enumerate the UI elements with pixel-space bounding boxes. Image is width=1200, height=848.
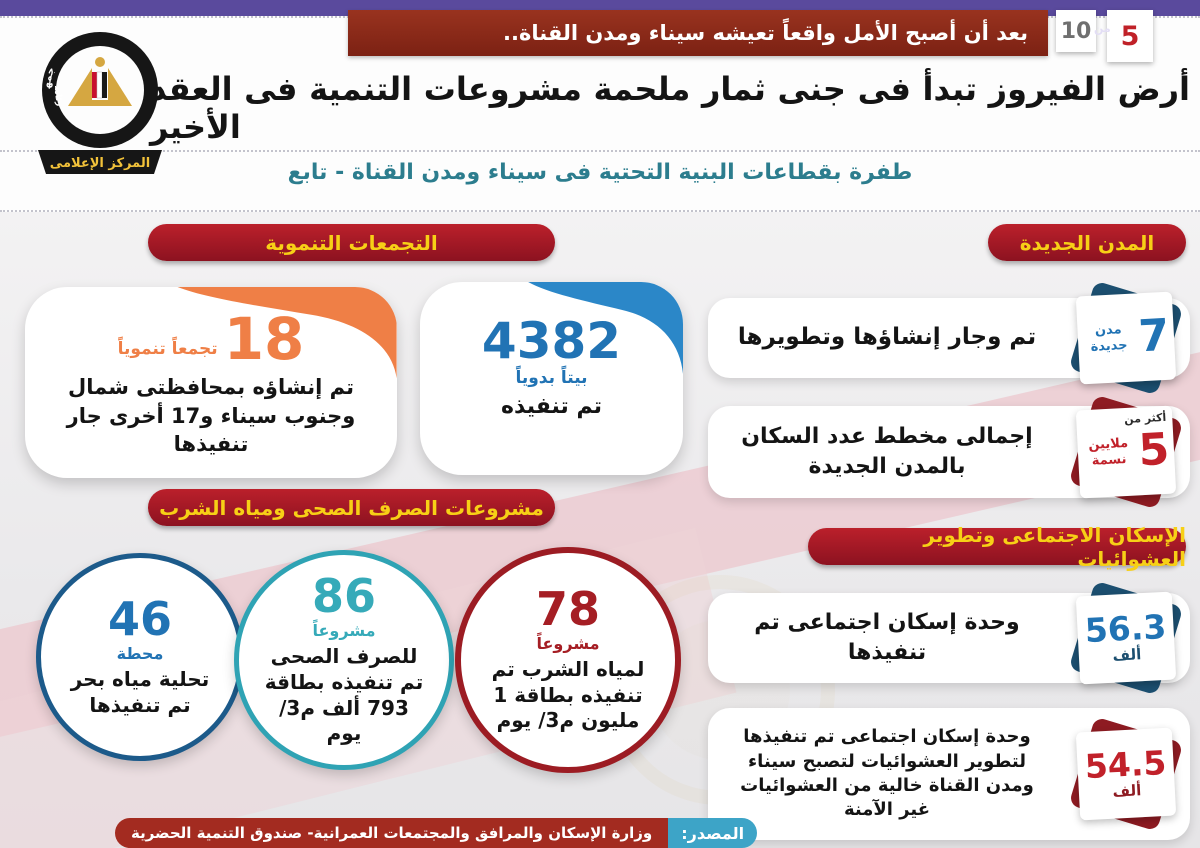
page-subtitle: طفرة بقطاعات البنية التحتية فى سيناء ومد… (287, 160, 913, 185)
stat-card-bedouin-houses: 4382 بيتاً بدوياً تم تنفيذه (420, 282, 683, 475)
source-text: وزارة الإسكان والمرافق والمجتمعات العمرا… (115, 818, 669, 848)
eagle-icon (68, 57, 132, 106)
dotted-divider (0, 150, 1200, 152)
stat-value: 4382 (481, 312, 622, 370)
stat-unit: بيتاً بدوياً (515, 368, 588, 388)
dotted-divider (0, 210, 1200, 212)
page-indicator-separator: من (1094, 22, 1111, 35)
emblem-ribbon (38, 150, 162, 174)
stat-desc: تحلية مياه بحر تم تنفيذها (70, 666, 210, 717)
badge-unit: ألف (1112, 645, 1142, 665)
swoosh-shape (177, 287, 397, 379)
stat-badge: أكثر من 5 ملايين نسمة (1052, 394, 1190, 510)
stat-desc: للصرف الصحى تم تنفيذه بطاقة 793 ألف م3/ … (264, 644, 424, 746)
stat-row-slum-upgrade-units: 54.5 ألف وحدة إسكان اجتماعى تم تنفيذها ل… (708, 708, 1190, 840)
badge-unit: ألف (1112, 781, 1142, 801)
stat-badge: 56.3 ألف (1052, 580, 1190, 696)
stat-text: وحدة إسكان اجتماعى تم تنفيذها لتطوير الع… (740, 726, 1034, 821)
stat-desc: تم تنفيذه (501, 394, 602, 419)
section-header-social-housing: الإسكان الاجتماعى وتطوير العشوائيات (808, 523, 1186, 571)
stat-value: 86 (312, 569, 377, 624)
stat-card-dev-communities: 18 تجمعاً تنموياً تم إنشاؤه بمحافظتى شما… (25, 287, 397, 478)
stat-badge: 7 مدن جديدة (1052, 280, 1190, 396)
stat-badge: 54.5 ألف (1052, 708, 1190, 840)
stat-unit: مشروعاً (536, 634, 600, 654)
headline-banner-text: بعد أن أصبح الأمل واقعاً تعيشه سيناء ومد… (503, 21, 1028, 45)
stat-value: 78 (536, 582, 601, 637)
source-bar: المصدر: وزارة الإسكان والمرافق والمجتمعا… (115, 818, 758, 848)
badge-value: 7 (1137, 309, 1171, 363)
badge-unit: مدن جديدة (1090, 322, 1128, 355)
section-header-water-sanitation: مشروعات الصرف الصحى ومياه الشرب (148, 489, 555, 526)
stat-text: تم وجار إنشاؤها وتطويرها (737, 324, 1037, 351)
section-header-communities: التجمعات التنموية (148, 224, 555, 261)
badge-unit: ملايين نسمة (1088, 436, 1129, 469)
stat-circle-desalination: 46 محطة تحلية مياه بحر تم تنفيذها (36, 553, 244, 761)
stat-desc: تم إنشاؤه بمحافظتى شمال وجنوب سيناء و17 … (66, 375, 356, 456)
badge-value: 5 (1137, 423, 1171, 477)
page-indicator-current: 5 (1107, 10, 1153, 62)
stat-row-new-cities-built: 7 مدن جديدة تم وجار إنشاؤها وتطويرها (708, 280, 1190, 396)
badge-value: 56.3 (1083, 606, 1168, 651)
stat-desc: لمياه الشرب تم تنفيذه بطاقة 1 مليون م3/ … (491, 657, 645, 733)
emblem-ribbon-text: المركز الإعلامى (50, 156, 150, 171)
swoosh-shape (528, 282, 683, 375)
stat-text: إجمالى مخطط عدد السكان بالمدن الجديدة (741, 424, 1033, 479)
page-title: أرض الفيروز تبدأ فى جنى ثمار ملحمة مشروع… (150, 70, 1190, 147)
stat-row-social-housing-units: 56.3 ألف وحدة إسكان اجتماعى تم تنفيذها (708, 580, 1190, 696)
svg-text:جمهورية مصر العربية: جمهورية مصر العربية (28, 16, 57, 90)
stat-circle-drinking-water: 78 مشروعاً لمياه الشرب تم تنفيذه بطاقة 1… (455, 547, 681, 773)
stat-unit: تجمعاً تنموياً (117, 339, 218, 360)
stat-unit: محطة (116, 643, 164, 663)
section-header-new-cities: المدن الجديدة (988, 224, 1186, 261)
government-emblem-logo: جمهورية مصر العربية رئاسة مجلس الوزراء ا… (28, 16, 162, 174)
stat-value: 46 (108, 591, 173, 646)
badge-prefix: أكثر من (1123, 410, 1167, 427)
page-indicator-total: 10 (1056, 10, 1096, 52)
headline-banner: بعد أن أصبح الأمل واقعاً تعيشه سيناء ومد… (348, 10, 1048, 56)
emblem-ring-text-top: جمهورية مصر العربية (28, 16, 57, 90)
source-label: المصدر: (668, 818, 758, 848)
badge-value: 54.5 (1083, 742, 1168, 787)
stat-unit: مشروعاً (312, 621, 376, 641)
stat-value: 18 (223, 305, 305, 373)
stat-text: وحدة إسكان اجتماعى تم تنفيذها (754, 610, 1020, 665)
stat-circle-sewage: 86 مشروعاً للصرف الصحى تم تنفيذه بطاقة 7… (234, 550, 454, 770)
stat-row-planned-population: أكثر من 5 ملايين نسمة إجمالى مخطط عدد ال… (708, 394, 1190, 510)
